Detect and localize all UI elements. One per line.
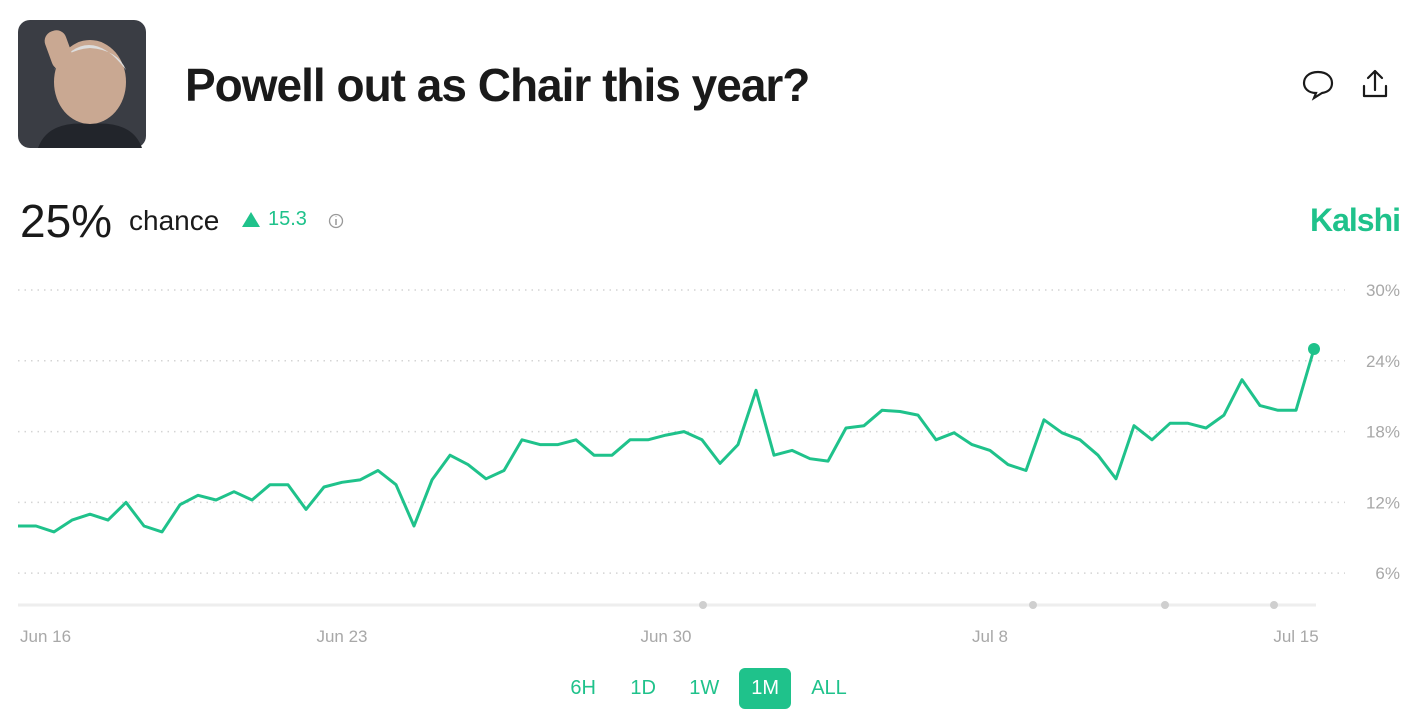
actions xyxy=(1302,69,1388,101)
range-button[interactable]: 1M xyxy=(739,668,792,709)
y-tick-label: 18% xyxy=(1366,423,1400,442)
comment-icon[interactable] xyxy=(1302,70,1334,101)
event-markers xyxy=(699,601,1278,609)
range-selector: 6H 1D 1W 1M ALL xyxy=(0,668,1416,709)
x-tick-label: Jun 23 xyxy=(316,627,367,646)
price-line xyxy=(18,348,1316,534)
range-button[interactable]: ALL xyxy=(811,677,847,699)
change-value: 15.3 xyxy=(268,208,307,230)
change-indicator xyxy=(242,212,344,229)
y-tick-label: 30% xyxy=(1366,281,1400,300)
brand: Kalshi xyxy=(1309,202,1401,238)
market-image xyxy=(18,20,146,148)
y-tick-label: 6% xyxy=(1375,564,1400,583)
chance-value: 25% xyxy=(20,195,113,247)
y-tick-label: 24% xyxy=(1366,352,1400,371)
range-button[interactable]: 6H xyxy=(570,677,596,699)
share-icon[interactable] xyxy=(1362,69,1388,98)
y-tick-label: 12% xyxy=(1366,493,1400,512)
range-button[interactable]: 1D xyxy=(630,677,656,699)
x-tick-label: Jun 16 xyxy=(20,627,71,646)
chart: 6% 12% 18% 24% 30% Jun 16 Jun 23 Jun 30 Jul 8 Jul… xyxy=(18,281,1400,646)
range-button[interactable]: 1W xyxy=(689,677,720,699)
x-tick-label: Jul 8 xyxy=(972,627,1008,646)
chance-label: chance xyxy=(129,205,220,236)
x-tick-label: Jul 15 xyxy=(1273,627,1318,646)
last-point xyxy=(1308,342,1320,355)
x-tick-label: Jun 30 xyxy=(640,627,691,646)
market-title: Powell out as Chair this year? xyxy=(185,59,810,111)
